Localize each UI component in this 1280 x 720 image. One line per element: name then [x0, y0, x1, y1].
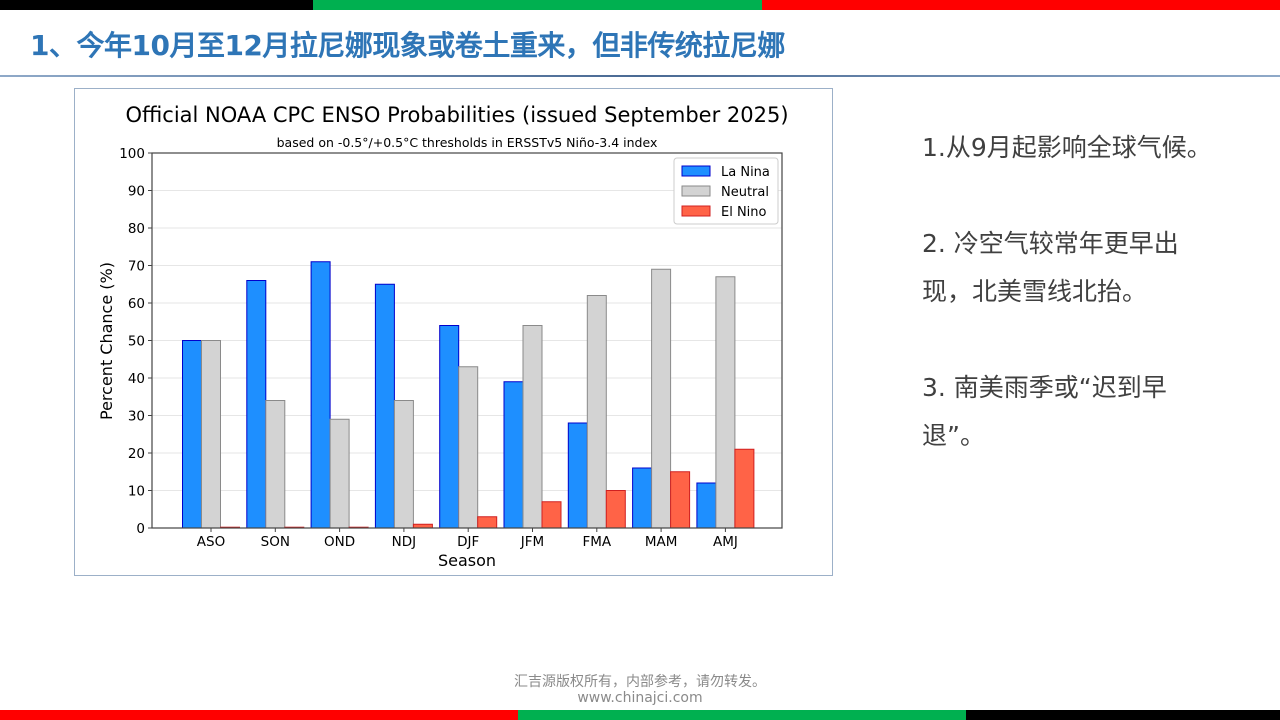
bar-la-nina-amj — [696, 482, 717, 529]
bar-la-nina-fma — [567, 422, 588, 529]
x-tick-label: OND — [324, 534, 355, 550]
bar-neutral-son — [265, 400, 286, 529]
bottom-band-green — [518, 710, 966, 720]
y-tick-label: 100 — [119, 146, 145, 162]
enso-probability-chart: Official NOAA CPC ENSO Probabilities (is… — [97, 103, 789, 570]
legend-swatch-el-nino — [681, 205, 711, 217]
y-ticks: 0 10 20 30 40 50 60 70 80 90 100 — [119, 146, 152, 537]
x-ticks: ASO SON OND NDJ DJF JFM FMA MAM AMJ — [197, 528, 738, 550]
y-tick-label: 60 — [128, 296, 145, 312]
bar-la-nina-aso — [182, 340, 202, 529]
x-tick-label: ASO — [197, 534, 225, 550]
x-tick-label: FMA — [582, 534, 611, 550]
bar-la-nina-djf — [439, 325, 460, 529]
legend-label: El Nino — [721, 205, 767, 220]
bullet-list: 1.从9月起影响全球气候。 2. 冷空气较常年更早出现，北美雪线北抬。 3. 南… — [922, 124, 1222, 508]
legend-label: La Nina — [721, 165, 770, 180]
y-tick-label: 20 — [128, 446, 145, 462]
y-tick-label: 0 — [136, 521, 145, 537]
bottom-band-red — [0, 710, 518, 720]
legend-swatch-neutral — [681, 185, 711, 197]
bar-neutral-mam — [651, 268, 672, 529]
y-tick-label: 50 — [128, 334, 145, 350]
legend-swatch-la-nina — [681, 165, 711, 177]
top-band-green — [313, 0, 762, 10]
bottom-band-black — [966, 710, 1280, 720]
bar-neutral-djf — [458, 366, 479, 529]
x-tick-label: SON — [261, 534, 290, 550]
bar-el-nino-mam — [670, 471, 691, 529]
top-band-red — [762, 0, 1280, 10]
slide-title: 1、今年10月至12月拉尼娜现象或卷土重来，但非传统拉尼娜 — [30, 29, 785, 62]
y-axis-label: Percent Chance (%) — [97, 262, 116, 420]
y-tick-label: 70 — [128, 259, 145, 275]
legend-label: Neutral — [721, 185, 769, 200]
y-tick-label: 10 — [128, 484, 145, 500]
bar-neutral-ond — [329, 418, 350, 529]
bar-neutral-fma — [586, 295, 607, 529]
chart-subtitle: based on -0.5°/+0.5°C thresholds in ERSS… — [277, 135, 658, 150]
bar-la-nina-ond — [310, 261, 331, 529]
bar-la-nina-ndj — [374, 283, 395, 529]
footer-website[interactable]: www.chinajci.com — [577, 690, 703, 706]
bar-la-nina-jfm — [503, 381, 524, 529]
bullet-item: 1.从9月起影响全球气候。 — [922, 133, 1212, 162]
y-tick-label: 80 — [128, 221, 145, 237]
footer-copyright: 汇吉源版权所有，内部参考，请勿转发。 — [514, 674, 766, 690]
bar-el-nino-amj — [734, 448, 755, 529]
bar-la-nina-mam — [632, 467, 653, 529]
y-tick-label: 30 — [128, 409, 145, 425]
chart-legend: La Nina Neutral El Nino — [673, 157, 779, 225]
title-divider — [0, 75, 1280, 77]
x-tick-label: DJF — [457, 534, 479, 550]
x-tick-label: MAM — [645, 534, 678, 550]
x-tick-label: JFM — [520, 534, 544, 550]
x-tick-label: NDJ — [392, 534, 416, 550]
bar-el-nino-djf — [477, 516, 498, 529]
x-tick-label: AMJ — [713, 534, 738, 550]
bar-neutral-aso — [201, 340, 221, 529]
bar-la-nina-son — [246, 280, 267, 529]
bar-neutral-amj — [715, 276, 736, 529]
top-band-black — [0, 0, 313, 10]
bar-neutral-ndj — [393, 400, 414, 529]
y-tick-label: 40 — [128, 371, 145, 387]
y-tick-label: 90 — [128, 184, 145, 200]
chart-title: Official NOAA CPC ENSO Probabilities (is… — [125, 103, 788, 127]
bullet-item: 2. 冷空气较常年更早出现，北美雪线北抬。 — [922, 229, 1179, 306]
x-axis-label: Season — [438, 551, 496, 570]
bar-el-nino-fma — [605, 490, 626, 529]
bars-group — [182, 261, 755, 529]
bar-el-nino-jfm — [541, 501, 562, 529]
bullet-item: 3. 南美雨季或“迟到早退”。 — [922, 373, 1167, 450]
bar-neutral-jfm — [522, 325, 543, 529]
